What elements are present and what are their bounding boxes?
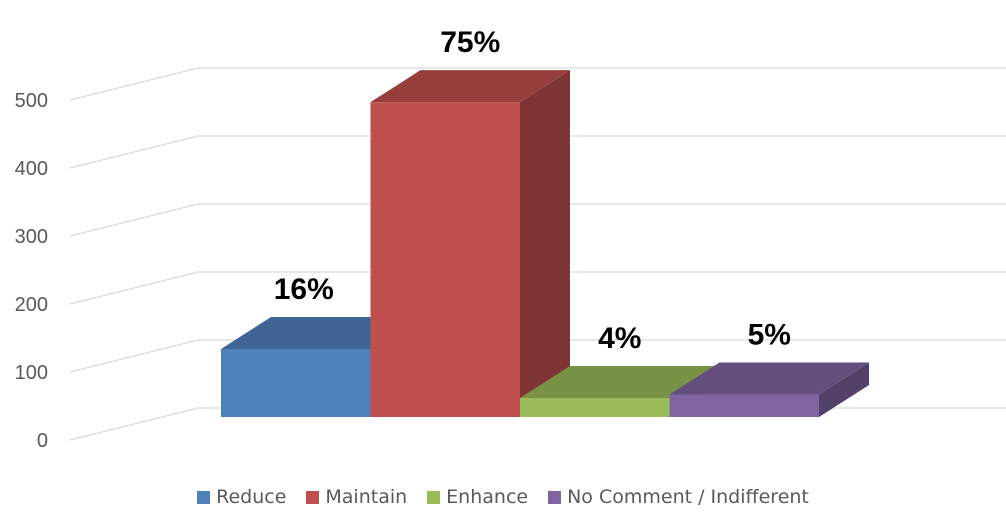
y-tick-label: 500 (15, 90, 48, 112)
bar-front (221, 349, 371, 417)
legend-label-reduce: Reduce (216, 486, 287, 508)
y-tick-label: 300 (15, 226, 48, 248)
data-label: 4% (598, 322, 641, 355)
bar-front (520, 397, 670, 417)
y-tick-label: 400 (15, 158, 48, 180)
bar-side (520, 70, 570, 417)
legend-swatch-reduce (197, 490, 211, 504)
y-tick-label: 0 (37, 430, 48, 452)
legend-item-reduce: Reduce (197, 486, 286, 508)
bar-top (370, 70, 570, 103)
y-axis-ticks: 0 100 200 300 400 500 (15, 90, 48, 452)
bar-top (520, 365, 720, 398)
legend-item-maintain: Maintain (306, 486, 407, 508)
data-label: 16% (274, 273, 334, 306)
gridline (69, 271, 1006, 305)
bar-side (819, 362, 869, 417)
legend-swatch-maintain (306, 490, 320, 504)
legend-swatch-no-comment (548, 490, 562, 504)
legend-label-no-comment: No Comment / Indifferent (567, 486, 809, 508)
bars (221, 70, 869, 417)
bar-front (370, 102, 520, 417)
legend: Reduce Maintain Enhance No Comment / Ind… (0, 486, 1006, 508)
bar-front (669, 394, 819, 417)
legend-label-enhance: Enhance (446, 486, 529, 508)
gridline (69, 203, 1006, 237)
legend-item-enhance: Enhance (427, 486, 528, 508)
data-label: 5% (748, 319, 791, 352)
data-label: 75% (440, 26, 500, 59)
gridline (69, 135, 1006, 169)
bar-top (669, 362, 869, 395)
gridline (69, 339, 1006, 373)
data-labels: 16% 75% 4% 5% (274, 26, 791, 355)
bar-maintain (370, 70, 570, 417)
gridline (69, 67, 1006, 101)
legend-label-maintain: Maintain (325, 486, 408, 508)
y-tick-label: 200 (15, 294, 48, 316)
legend-swatch-enhance (427, 490, 441, 504)
y-tick-label: 100 (15, 362, 48, 384)
legend-item-no-comment: No Comment / Indifferent (548, 486, 809, 508)
bar-no-comment-indifferent (669, 362, 869, 417)
